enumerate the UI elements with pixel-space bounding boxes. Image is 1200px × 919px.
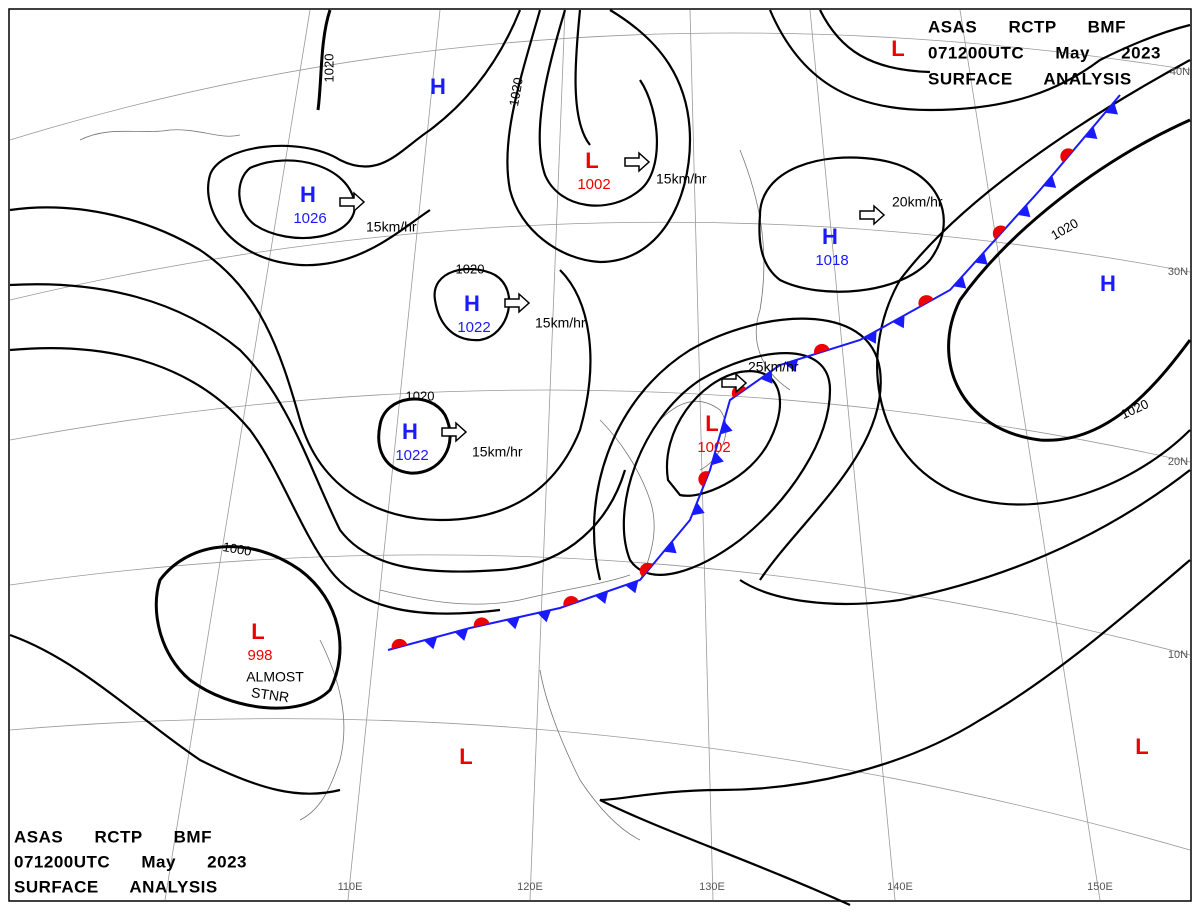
cold-symbol: [506, 616, 520, 630]
cold-symbol: [423, 636, 438, 650]
header-top: ASAS RCTP BMF 071200UTC May 2023 SURFACE…: [928, 17, 1161, 88]
motion-arrow: [441, 421, 468, 443]
motion-arrow: [721, 372, 748, 394]
cold-symbol: [1043, 175, 1057, 188]
warm-symbol: [473, 617, 490, 628]
motion-speed: 15km/hr: [535, 315, 586, 331]
graticule: [9, 9, 1191, 901]
center-symbol: L: [705, 411, 718, 436]
warm-symbol: [813, 343, 830, 355]
center-pressure: 1022: [395, 447, 428, 464]
latitude-label: 20N: [1168, 456, 1188, 468]
isobar-label: 1020: [506, 76, 526, 107]
warm-symbol: [639, 562, 653, 577]
cold-symbol: [663, 540, 677, 554]
isobar-label: 1000: [222, 539, 253, 559]
warm-symbol: [918, 295, 934, 307]
motion-speed: 25km/hr: [748, 359, 799, 375]
cold-symbol: [454, 628, 469, 641]
longitude-label: 120E: [517, 881, 543, 893]
center-pressure: 1018: [815, 252, 848, 269]
cold-symbol: [953, 275, 967, 289]
cold-symbol: [784, 359, 799, 372]
cold-symbol: [1105, 102, 1118, 115]
center-symbol: L: [459, 744, 472, 769]
cold-symbol: [1017, 204, 1031, 218]
center-symbol: L: [251, 619, 264, 644]
center-pressure: 1022: [457, 319, 490, 336]
center-pressure: 1002: [697, 439, 730, 456]
header-line: SURFACE ANALYSIS: [928, 69, 1132, 88]
header-line: 071200UTC May 2023: [14, 852, 247, 871]
center-pressure: 1026: [293, 210, 326, 227]
motion-arrow: [859, 204, 886, 226]
cold-symbol: [892, 315, 905, 329]
cold-symbol: [711, 451, 724, 466]
front-line: [387, 94, 1121, 651]
center-pressure: 1002: [577, 176, 610, 193]
isobar-label: 1020: [456, 261, 485, 276]
longitude-label: 130E: [699, 881, 725, 893]
longitude-label: 140E: [887, 881, 913, 893]
longitude-label: 110E: [338, 881, 363, 893]
center-symbol: L: [585, 148, 598, 173]
motion-speed: 15km/hr: [472, 444, 523, 460]
warm-symbol: [563, 596, 579, 607]
annotation: ALMOST: [246, 669, 304, 685]
center-symbol: H: [822, 224, 838, 249]
latitude-label: 30N: [1168, 266, 1188, 278]
cold-symbol: [625, 580, 639, 594]
center-symbol: H: [430, 74, 446, 99]
center-symbol: H: [402, 419, 418, 444]
warm-symbol: [698, 471, 710, 487]
map-frame: [8, 8, 1192, 902]
cold-symbol: [760, 370, 773, 384]
latitude-label: 40N: [1170, 66, 1190, 78]
warm-symbol: [1060, 148, 1074, 163]
cold-symbol: [594, 591, 609, 604]
header-line: ASAS RCTP BMF: [928, 17, 1126, 36]
center-symbol: L: [1135, 734, 1148, 759]
motion-speed: 20km/hr: [892, 194, 943, 210]
isobar-label: 1020: [321, 54, 336, 83]
cold-symbol: [1084, 126, 1098, 139]
warm-symbol: [391, 638, 408, 649]
center-symbol: H: [464, 291, 480, 316]
header-line: ASAS RCTP BMF: [14, 827, 212, 846]
header-line: 071200UTC May 2023: [928, 43, 1161, 62]
header-line: SURFACE ANALYSIS: [14, 877, 218, 896]
center-symbol: H: [1100, 271, 1116, 296]
center-pressure: 998: [247, 647, 272, 664]
warm-symbol: [992, 225, 1007, 240]
cold-symbol: [974, 252, 988, 265]
front: [387, 94, 1121, 651]
latitude-label: 10N: [1168, 649, 1188, 661]
annotation: STNR: [250, 684, 290, 705]
center-symbol: H: [300, 182, 316, 207]
longitude-label: 150E: [1087, 881, 1113, 893]
center-symbol: L: [891, 36, 904, 61]
header-bottom: ASAS RCTP BMF 071200UTC May 2023 SURFACE…: [14, 827, 247, 896]
motion-arrow: [339, 191, 366, 213]
isobars: [9, 9, 1192, 907]
motion-arrow: [624, 151, 651, 173]
motion-speed: 15km/hr: [366, 219, 417, 235]
cold-symbol: [720, 420, 733, 435]
isobar-label: 1020: [406, 388, 435, 403]
cold-symbol: [537, 609, 552, 623]
cold-symbol: [864, 330, 877, 344]
cold-symbol: [691, 502, 705, 516]
motion-arrow: [504, 292, 531, 314]
motion-speed: 15km/hr: [656, 171, 707, 187]
